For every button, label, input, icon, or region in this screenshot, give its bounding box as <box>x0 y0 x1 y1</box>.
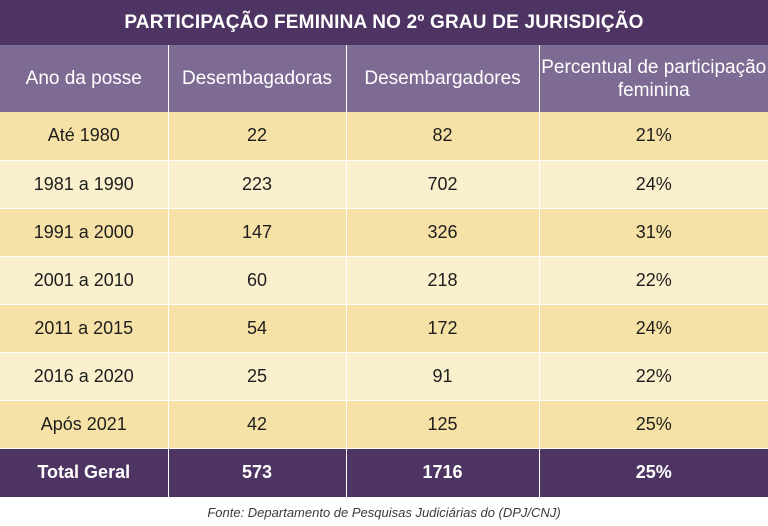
year-cell: 2016 a 2020 <box>0 352 169 401</box>
female-judges-cell: 60 <box>168 256 347 305</box>
year-cell: 2011 a 2015 <box>0 304 169 353</box>
table-title-text: PARTICIPAÇÃO FEMININA NO 2º GRAU DE JURI… <box>124 11 644 33</box>
total-female-judges: 573 <box>168 448 347 497</box>
table-header: Ano da posse Desembagadoras Desembargado… <box>0 45 768 112</box>
female-judges-cell: 42 <box>168 400 347 449</box>
table-row: 2016 a 2020 25 91 22% <box>0 352 768 401</box>
year-cell: 1981 a 1990 <box>0 160 169 209</box>
male-judges-cell: 326 <box>346 208 540 257</box>
table-row: 1991 a 2000 147 326 31% <box>0 208 768 257</box>
table-body: Até 1980 22 82 21% 1981 a 1990 223 702 24% 1991 … <box>0 112 768 449</box>
female-judges-cell: 25 <box>168 352 347 401</box>
table-row: 1981 a 1990 223 702 24% <box>0 160 768 209</box>
female-judges-cell: 223 <box>168 160 347 209</box>
female-percentage-cell: 24% <box>539 160 768 209</box>
table-title: PARTICIPAÇÃO FEMININA NO 2º GRAU DE JURI… <box>0 0 768 45</box>
male-judges-cell: 702 <box>346 160 540 209</box>
table-footer: Total Geral 573 1716 25% <box>0 448 768 497</box>
table-row: 2001 a 2010 60 218 22% <box>0 256 768 305</box>
female-judges-cell: 147 <box>168 208 347 257</box>
year-cell: Até 1980 <box>0 112 169 161</box>
male-judges-cell: 125 <box>346 400 540 449</box>
female-judges-cell: 22 <box>168 112 347 161</box>
table-row: 2011 a 2015 54 172 24% <box>0 304 768 353</box>
year-cell: 1991 a 2000 <box>0 208 169 257</box>
column-header-year: Ano da posse <box>0 45 169 112</box>
table-row: Até 1980 22 82 21% <box>0 112 768 161</box>
male-judges-cell: 91 <box>346 352 540 401</box>
year-cell: Após 2021 <box>0 400 169 449</box>
table-row: Após 2021 42 125 25% <box>0 400 768 449</box>
female-percentage-cell: 21% <box>539 112 768 161</box>
data-table: Ano da posse Desembagadoras Desembargado… <box>0 45 768 497</box>
female-percentage-cell: 31% <box>539 208 768 257</box>
year-cell: 2001 a 2010 <box>0 256 169 305</box>
male-judges-cell: 172 <box>346 304 540 353</box>
total-label: Total Geral <box>0 448 169 497</box>
male-judges-cell: 82 <box>346 112 540 161</box>
female-percentage-cell: 22% <box>539 352 768 401</box>
female-judges-cell: 54 <box>168 304 347 353</box>
female-percentage-cell: 22% <box>539 256 768 305</box>
total-male-judges: 1716 <box>346 448 540 497</box>
column-header-male-judges: Desembargadores <box>346 45 540 112</box>
female-percentage-cell: 25% <box>539 400 768 449</box>
male-judges-cell: 218 <box>346 256 540 305</box>
total-row: Total Geral 573 1716 25% <box>0 448 768 497</box>
column-header-female-percentage: Percentual de participação feminina <box>541 56 767 101</box>
total-female-percentage: 25% <box>635 462 672 483</box>
female-percentage-cell: 24% <box>539 304 768 353</box>
header-row: Ano da posse Desembagadoras Desembargado… <box>0 45 768 112</box>
source-note: Fonte: Departamento de Pesquisas Judiciá… <box>207 505 561 520</box>
column-header-female-judges: Desembagadoras <box>168 45 347 112</box>
